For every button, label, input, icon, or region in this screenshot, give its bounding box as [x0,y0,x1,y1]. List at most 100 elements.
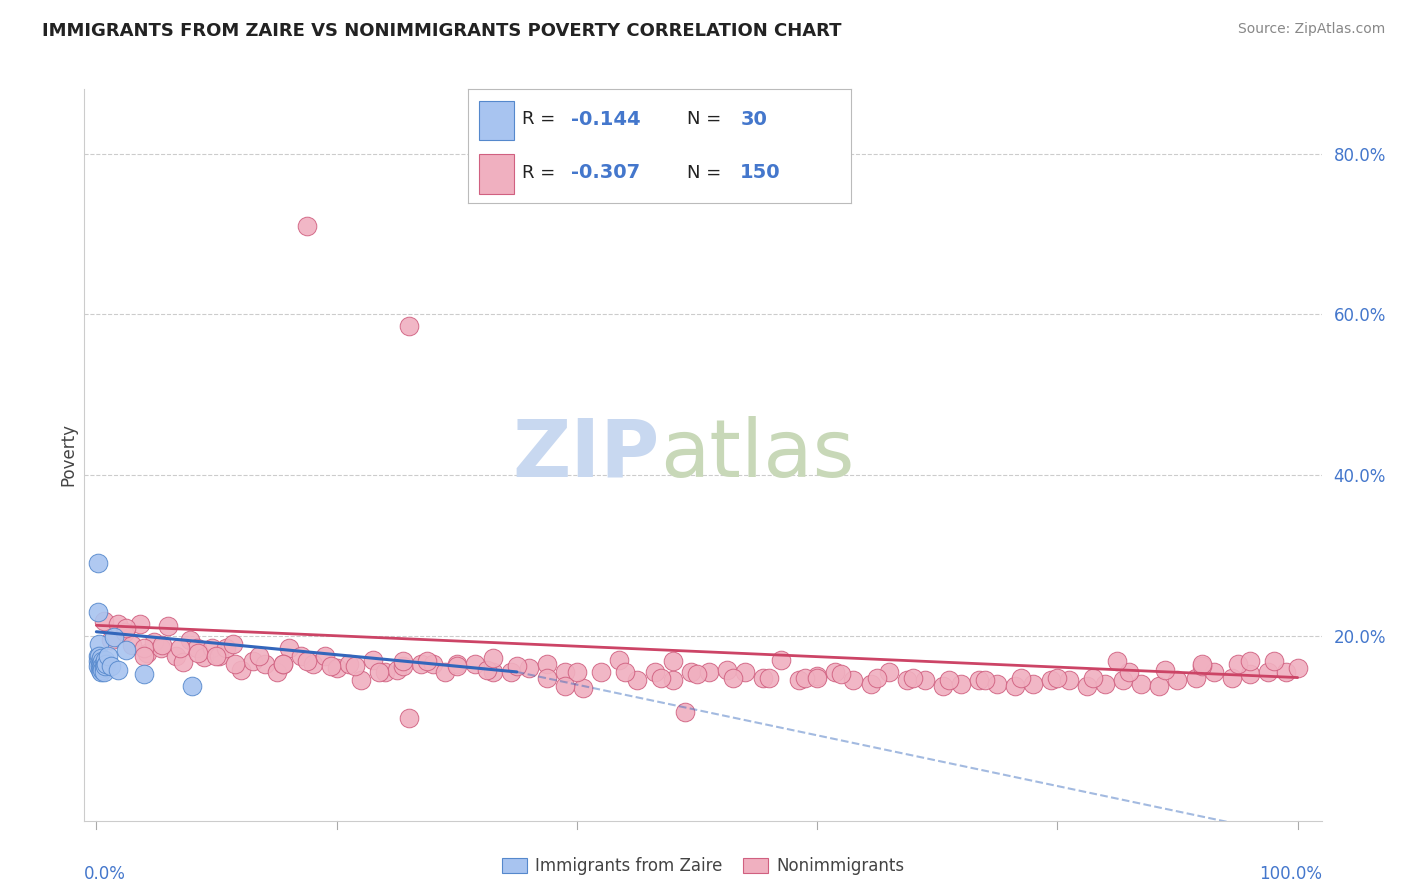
Point [86,659,108,673]
Point [90,657,112,671]
Point [787,673,810,687]
Point [1046,671,1069,685]
Point [222,637,245,651]
Text: 0.0%: 0.0% [84,864,127,882]
Point [398,711,420,725]
Point [215,640,238,655]
Point [1149,679,1171,693]
Point [187,647,209,661]
Point [94,658,117,673]
Point [367,665,389,679]
Y-axis label: Poverty: Poverty [59,424,77,486]
Point [974,673,997,687]
Point [1286,661,1309,675]
Point [93,665,115,679]
Point [229,663,252,677]
Point [903,671,925,685]
Point [721,671,744,685]
Point [135,647,157,661]
Point [716,663,738,677]
Point [361,653,384,667]
Point [662,655,685,669]
Point [128,616,150,631]
Point [734,665,756,679]
Point [464,657,486,671]
Point [93,657,115,671]
Point [481,665,503,679]
Point [290,648,312,663]
Point [295,655,318,669]
Point [115,621,138,635]
Point [1010,671,1032,685]
Point [554,679,576,693]
Point [150,640,173,655]
Point [613,665,636,679]
Point [86,648,108,663]
Point [134,648,156,663]
Point [242,655,264,669]
Point [277,640,299,655]
Point [181,680,204,694]
Point [806,669,828,683]
Text: ZIP: ZIP [512,416,659,494]
Point [860,677,883,691]
Point [86,655,108,669]
Point [374,665,396,679]
Point [87,637,110,651]
Point [1239,667,1261,681]
Point [1094,677,1116,691]
Point [398,319,420,334]
Point [91,659,114,673]
Point [830,667,852,681]
Point [266,665,288,679]
Point [770,653,793,667]
Legend: Immigrants from Zaire, Nonimmigrants: Immigrants from Zaire, Nonimmigrants [495,850,911,882]
Point [866,671,889,685]
Point [517,661,540,675]
Point [877,665,900,679]
Point [673,705,696,719]
Point [1220,671,1243,685]
Point [1040,673,1063,687]
Point [1076,679,1098,693]
Point [301,657,323,671]
Point [208,648,231,663]
Point [271,657,294,671]
Point [97,648,120,663]
Text: IMMIGRANTS FROM ZAIRE VS NONIMMIGRANTS POVERTY CORRELATION CHART: IMMIGRANTS FROM ZAIRE VS NONIMMIGRANTS P… [42,22,842,40]
Point [90,651,112,665]
Point [94,653,117,667]
Point [626,673,648,687]
Point [565,665,588,679]
Point [1257,665,1279,679]
Point [481,651,503,665]
Point [295,219,318,233]
Point [536,657,558,671]
Point [314,648,336,663]
Point [172,655,194,669]
Point [589,665,612,679]
Point [446,657,468,671]
Point [247,648,270,663]
Point [337,657,360,671]
Point [446,659,468,673]
Point [950,677,973,691]
Point [186,640,208,655]
Point [152,639,174,653]
Point [506,659,529,673]
Point [89,663,111,677]
Point [1022,677,1045,691]
Text: Source: ZipAtlas.com: Source: ZipAtlas.com [1237,22,1385,37]
Point [100,659,122,673]
Point [201,640,224,655]
Point [697,665,720,679]
Point [554,665,576,679]
Point [752,671,775,685]
Point [89,659,111,673]
Point [644,665,666,679]
Point [157,619,180,633]
Point [433,665,456,679]
Point [1191,659,1213,673]
Point [107,616,129,631]
Point [343,659,366,673]
